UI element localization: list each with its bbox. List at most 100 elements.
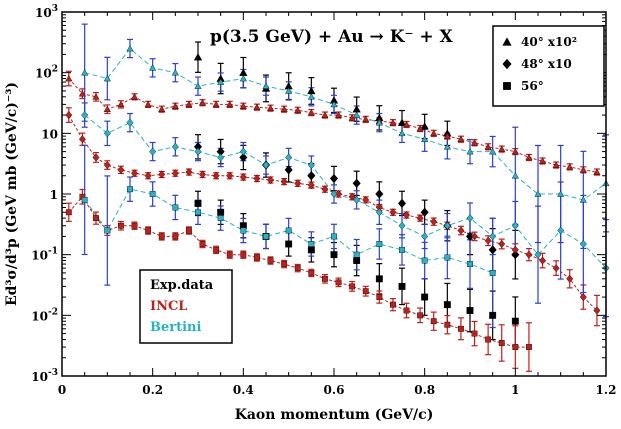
data-point-incl-4: [389, 208, 397, 217]
data-point-incl-5: [335, 279, 342, 286]
data-point-incl-3: [321, 111, 329, 118]
axes: [61, 11, 607, 377]
data-point-bertini-6: [81, 69, 89, 76]
data-point-incl-4: [144, 171, 152, 180]
data-point-incl-5: [417, 312, 424, 319]
data-point-exp-data-2: [194, 199, 202, 207]
x-tick-label: 0.2: [142, 383, 163, 397]
data-point-exp-data-2: [353, 257, 361, 264]
data-point-bertini-7: [81, 111, 89, 120]
data-point-incl-5: [65, 209, 72, 216]
data-point-bertini-7: [239, 147, 247, 156]
legend-angles: 40° x10² 48° x10 56°: [492, 25, 605, 107]
data-point-bertini-7: [511, 221, 519, 230]
legend-diamond-icon: [502, 58, 512, 70]
data-point-exp-data-2: [421, 293, 429, 301]
legend-angle-label: 40° x10²: [521, 35, 577, 49]
data-point-incl-5: [349, 283, 356, 290]
data-point-exp-data-0: [397, 118, 407, 126]
data-point-exp-data-2: [307, 246, 315, 254]
data-point-bertini-6: [171, 69, 179, 76]
legend-model-label: Exp.data: [150, 278, 214, 293]
data-point-incl-4: [430, 217, 438, 226]
data-point-incl-3: [498, 145, 506, 152]
data-point-incl-5: [485, 336, 492, 343]
data-point-incl-5: [281, 261, 288, 267]
data-point-incl-3: [457, 135, 465, 142]
data-point-incl-4: [403, 211, 410, 220]
data-point-incl-4: [457, 226, 465, 235]
data-point-incl-5: [471, 330, 478, 337]
data-point-bertini-7: [307, 161, 315, 170]
data-point-bertini-8: [104, 227, 111, 234]
data-point-incl-4: [280, 177, 288, 186]
data-point-incl-5: [526, 344, 532, 350]
data-point-bertini-7: [421, 232, 429, 241]
data-point-bertini-8: [217, 215, 224, 222]
data-point-incl-3: [92, 93, 100, 100]
legend-angle-label: 56°: [521, 79, 544, 93]
data-point-incl-5: [362, 288, 369, 295]
data-point-incl-4: [525, 250, 533, 259]
data-point-incl-5: [403, 307, 410, 314]
legend-angles-entries: 40° x10² 48° x10 56°: [502, 35, 577, 93]
data-point-bertini-6: [239, 74, 247, 82]
data-point-incl-4: [158, 170, 166, 179]
data-point-incl-3: [552, 161, 560, 168]
y-tick-label: 10: [41, 127, 58, 141]
data-point-incl-5: [254, 254, 260, 261]
data-point-bertini-6: [398, 129, 406, 137]
data-point-incl-5: [512, 344, 519, 350]
data-point-incl-5: [131, 222, 138, 229]
data-point-bertini-7: [579, 239, 587, 248]
data-point-incl-5: [267, 257, 274, 264]
legend-triangle-icon: [502, 37, 512, 46]
x-tick-label: 1.2: [596, 383, 617, 397]
data-point-exp-data-1: [352, 178, 361, 188]
data-point-incl-3: [430, 129, 438, 137]
x-tick-label: 0.4: [233, 383, 254, 397]
data-point-bertini-6: [511, 172, 519, 179]
y-tick-label: 1: [50, 188, 58, 202]
data-point-incl-3: [280, 105, 288, 112]
data-point-bertini-8: [444, 254, 451, 261]
data-point-incl-5: [430, 318, 437, 325]
data-point-bertini-8: [489, 270, 496, 276]
y-tick-label: 10-3: [31, 368, 58, 384]
data-point-incl-5: [390, 301, 396, 308]
data-point-incl-4: [593, 306, 601, 315]
data-point-incl-3: [226, 100, 234, 108]
data-point-bertini-7: [262, 161, 270, 170]
data-point-exp-data-2: [285, 240, 293, 248]
data-point-incl-3: [511, 147, 519, 155]
data-point-incl-5: [226, 251, 233, 258]
data-markers: [65, 44, 610, 350]
data-point-incl-4: [484, 236, 492, 245]
chart-title: p(3.5 GeV) + Au → K⁻ + X: [210, 27, 454, 47]
data-point-bertini-8: [263, 233, 269, 240]
data-point-exp-data-2: [511, 317, 519, 325]
data-point-incl-3: [402, 120, 411, 128]
legend-models: Exp.data INCL Bertini: [139, 269, 233, 344]
data-point-exp-data-1: [397, 198, 407, 209]
data-point-incl-3: [525, 153, 533, 161]
data-point-incl-5: [145, 227, 152, 234]
data-point-incl-3: [579, 166, 587, 173]
data-point-exp-data-1: [284, 165, 293, 175]
data-point-incl-4: [131, 169, 138, 178]
data-point-exp-data-1: [329, 173, 339, 184]
data-point-incl-3: [158, 105, 166, 112]
legend-angles-box: [492, 25, 605, 107]
data-point-exp-data-1: [488, 245, 497, 255]
data-point-incl-4: [185, 168, 193, 177]
data-point-incl-4: [226, 171, 234, 180]
legend-angle-label: 48° x10: [521, 57, 572, 71]
data-point-bertini-7: [103, 129, 111, 138]
data-point-bertini-6: [534, 190, 542, 197]
legend-model-label: INCL: [150, 299, 187, 314]
data-point-incl-5: [93, 215, 99, 222]
data-point-incl-3: [103, 105, 111, 112]
data-point-incl-4: [78, 135, 86, 144]
data-point-incl-3: [253, 103, 261, 110]
